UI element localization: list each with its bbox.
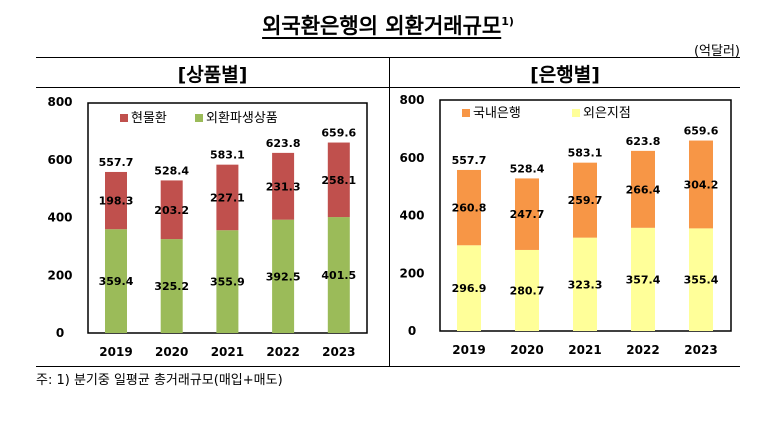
table-divider [389,57,390,367]
y-tick-label: 0 [408,324,416,338]
data-label: 231.3 [266,180,301,193]
data-label: 355.9 [210,276,245,289]
legend-label: 국내은행 [473,105,521,121]
data-label: 401.5 [321,269,356,282]
x-tick-label: 2020 [155,345,188,359]
section-title-bank: [은행별] [530,64,600,86]
total-label: 583.1 [210,149,245,162]
unit-label: (억달러) [693,44,740,59]
bar-segment [327,142,350,218]
y-tick-label: 400 [399,209,424,223]
y-tick-label: 200 [47,268,72,282]
bar-segment [689,140,713,229]
y-tick-label: 800 [399,93,424,107]
data-label: 325.2 [154,280,189,293]
total-label: 583.1 [568,147,603,160]
x-tick-label: 2023 [684,343,717,357]
data-label: 359.4 [99,275,134,288]
bar-segment [457,169,481,246]
y-tick-label: 800 [47,95,72,109]
total-label: 659.6 [684,125,719,138]
legend-swatch [120,114,128,122]
data-label: 259.7 [568,194,603,207]
data-label: 198.3 [99,195,134,208]
legend-label: 외은지점 [583,106,631,121]
bar-segment [689,228,713,331]
legend-label: 현물환 [131,111,167,126]
bar-segment [573,237,597,331]
x-tick-label: 2021 [211,345,244,359]
bar-segment [216,230,239,333]
y-tick-label: 400 [47,211,72,225]
bar-segment [515,249,539,331]
data-label: 258.1 [321,174,356,187]
x-tick-label: 2020 [510,343,543,357]
legend-swatch [572,109,580,117]
bar-segment [105,229,127,333]
bar-segment [105,171,127,230]
x-tick-label: 2019 [99,345,132,359]
total-label: 557.7 [452,154,487,167]
title-text: 외국환은행의 외환거래규모 [262,14,502,38]
data-label: 392.5 [266,270,301,283]
bar-segment [515,178,539,250]
data-label: 203.2 [154,204,189,217]
bar-segment [216,164,239,231]
bar-segment [160,239,183,333]
x-tick-label: 2023 [322,345,355,359]
bar-segment [631,227,655,331]
title-footnote: 1) [501,15,514,28]
table-header-line [36,87,740,88]
total-label: 528.4 [154,164,189,177]
data-label: 260.8 [452,202,487,215]
y-tick-label: 600 [399,151,424,165]
x-tick-label: 2022 [626,343,659,357]
table-bottom-line [36,366,740,367]
data-label: 323.3 [568,278,603,291]
x-tick-label: 2022 [266,345,299,359]
total-label: 623.8 [266,137,301,150]
bar-segment [272,219,295,333]
table-top-line [36,57,740,58]
page-title: 외국환은행의 외환거래규모1) [0,10,776,40]
bar-segment [573,162,597,238]
y-tick-label: 0 [56,326,64,340]
x-tick-label: 2021 [568,343,601,357]
total-label: 557.7 [99,156,134,169]
data-label: 247.7 [510,208,545,221]
y-tick-label: 600 [47,153,72,167]
data-label: 296.9 [452,282,487,295]
bar-segment [631,150,655,228]
bar-segment [272,152,295,220]
footnote: 주: 1) 분기중 일평균 총거래규모(매입+매도) [36,373,283,388]
total-label: 623.8 [626,135,661,148]
y-tick-label: 200 [399,266,424,280]
data-label: 227.1 [210,191,245,204]
bar-segment [327,217,350,333]
legend-swatch [462,109,470,117]
total-label: 528.4 [510,162,545,175]
data-label: 304.2 [684,178,719,191]
bar-segment [457,245,481,331]
legend-label: 외환파생상품 [206,111,278,126]
total-label: 659.6 [321,127,356,140]
legend-swatch [195,114,203,122]
data-label: 266.4 [626,183,661,196]
data-label: 355.4 [684,274,719,287]
data-label: 357.4 [626,273,661,286]
bar-segment [160,180,183,240]
section-title-product: [상품별] [177,64,248,86]
x-tick-label: 2019 [452,343,485,357]
data-label: 280.7 [510,284,545,297]
